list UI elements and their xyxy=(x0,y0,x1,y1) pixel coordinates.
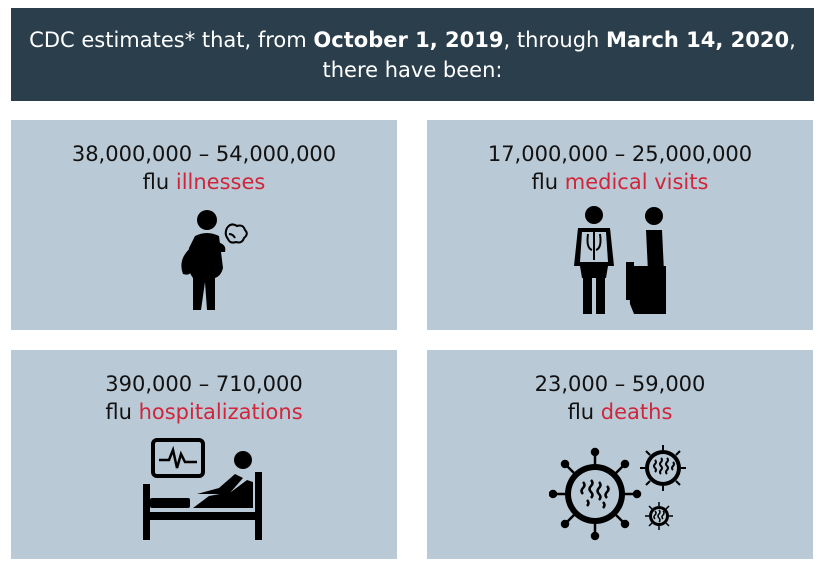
illnesses-range: 38,000,000 – 54,000,000 xyxy=(71,142,337,166)
header-text-2: , through xyxy=(503,28,607,52)
hospitalizations-term: hospitalizations xyxy=(138,400,303,424)
header-text-1: CDC estimates* that, from xyxy=(29,28,314,52)
deaths-range: 23,000 – 59,000 xyxy=(534,372,706,396)
hospital-bed-monitor-icon xyxy=(143,438,262,540)
hospitalizations-prefix: flu xyxy=(105,400,139,424)
medical-visits-prefix: flu xyxy=(531,170,565,194)
deaths-label: flu deaths xyxy=(427,398,813,426)
hospitalizations-label: flu hospitalizations xyxy=(11,398,397,426)
deaths-prefix: flu xyxy=(567,400,601,424)
medical-visits-label: flu medical visits xyxy=(427,168,813,196)
hospitalizations-card: 390,000 – 710,000 flu hospitalizations xyxy=(11,350,397,559)
hospitalizations-range: 390,000 – 710,000 xyxy=(105,372,303,396)
end-date: March 14, 2020 xyxy=(606,28,790,52)
header-line-2: there have been: xyxy=(322,58,503,82)
deaths-card: 23,000 – 59,000 flu deaths xyxy=(427,350,813,559)
illnesses-prefix: flu xyxy=(142,170,176,194)
medical-visits-card: 17,000,000 – 25,000,000 flu medical visi… xyxy=(427,120,813,330)
doctor-and-patient-icon xyxy=(574,206,666,314)
illnesses-card: 38,000,000 – 54,000,000 flu illnesses xyxy=(11,120,397,330)
virus-particles-icon xyxy=(549,445,686,541)
header-line-1: CDC estimates* that, from October 1, 201… xyxy=(11,25,814,55)
medical-visits-range: 17,000,000 – 25,000,000 xyxy=(487,142,753,166)
sick-person-coughing-icon xyxy=(181,210,248,310)
illnesses-term: illnesses xyxy=(175,170,266,194)
deaths-term: deaths xyxy=(600,400,673,424)
header-banner: CDC estimates* that, from October 1, 201… xyxy=(11,8,814,101)
illnesses-label: flu illnesses xyxy=(11,168,397,196)
medical-visits-term: medical visits xyxy=(564,170,709,194)
header-text-3: , xyxy=(789,28,796,52)
start-date: October 1, 2019 xyxy=(313,28,504,52)
